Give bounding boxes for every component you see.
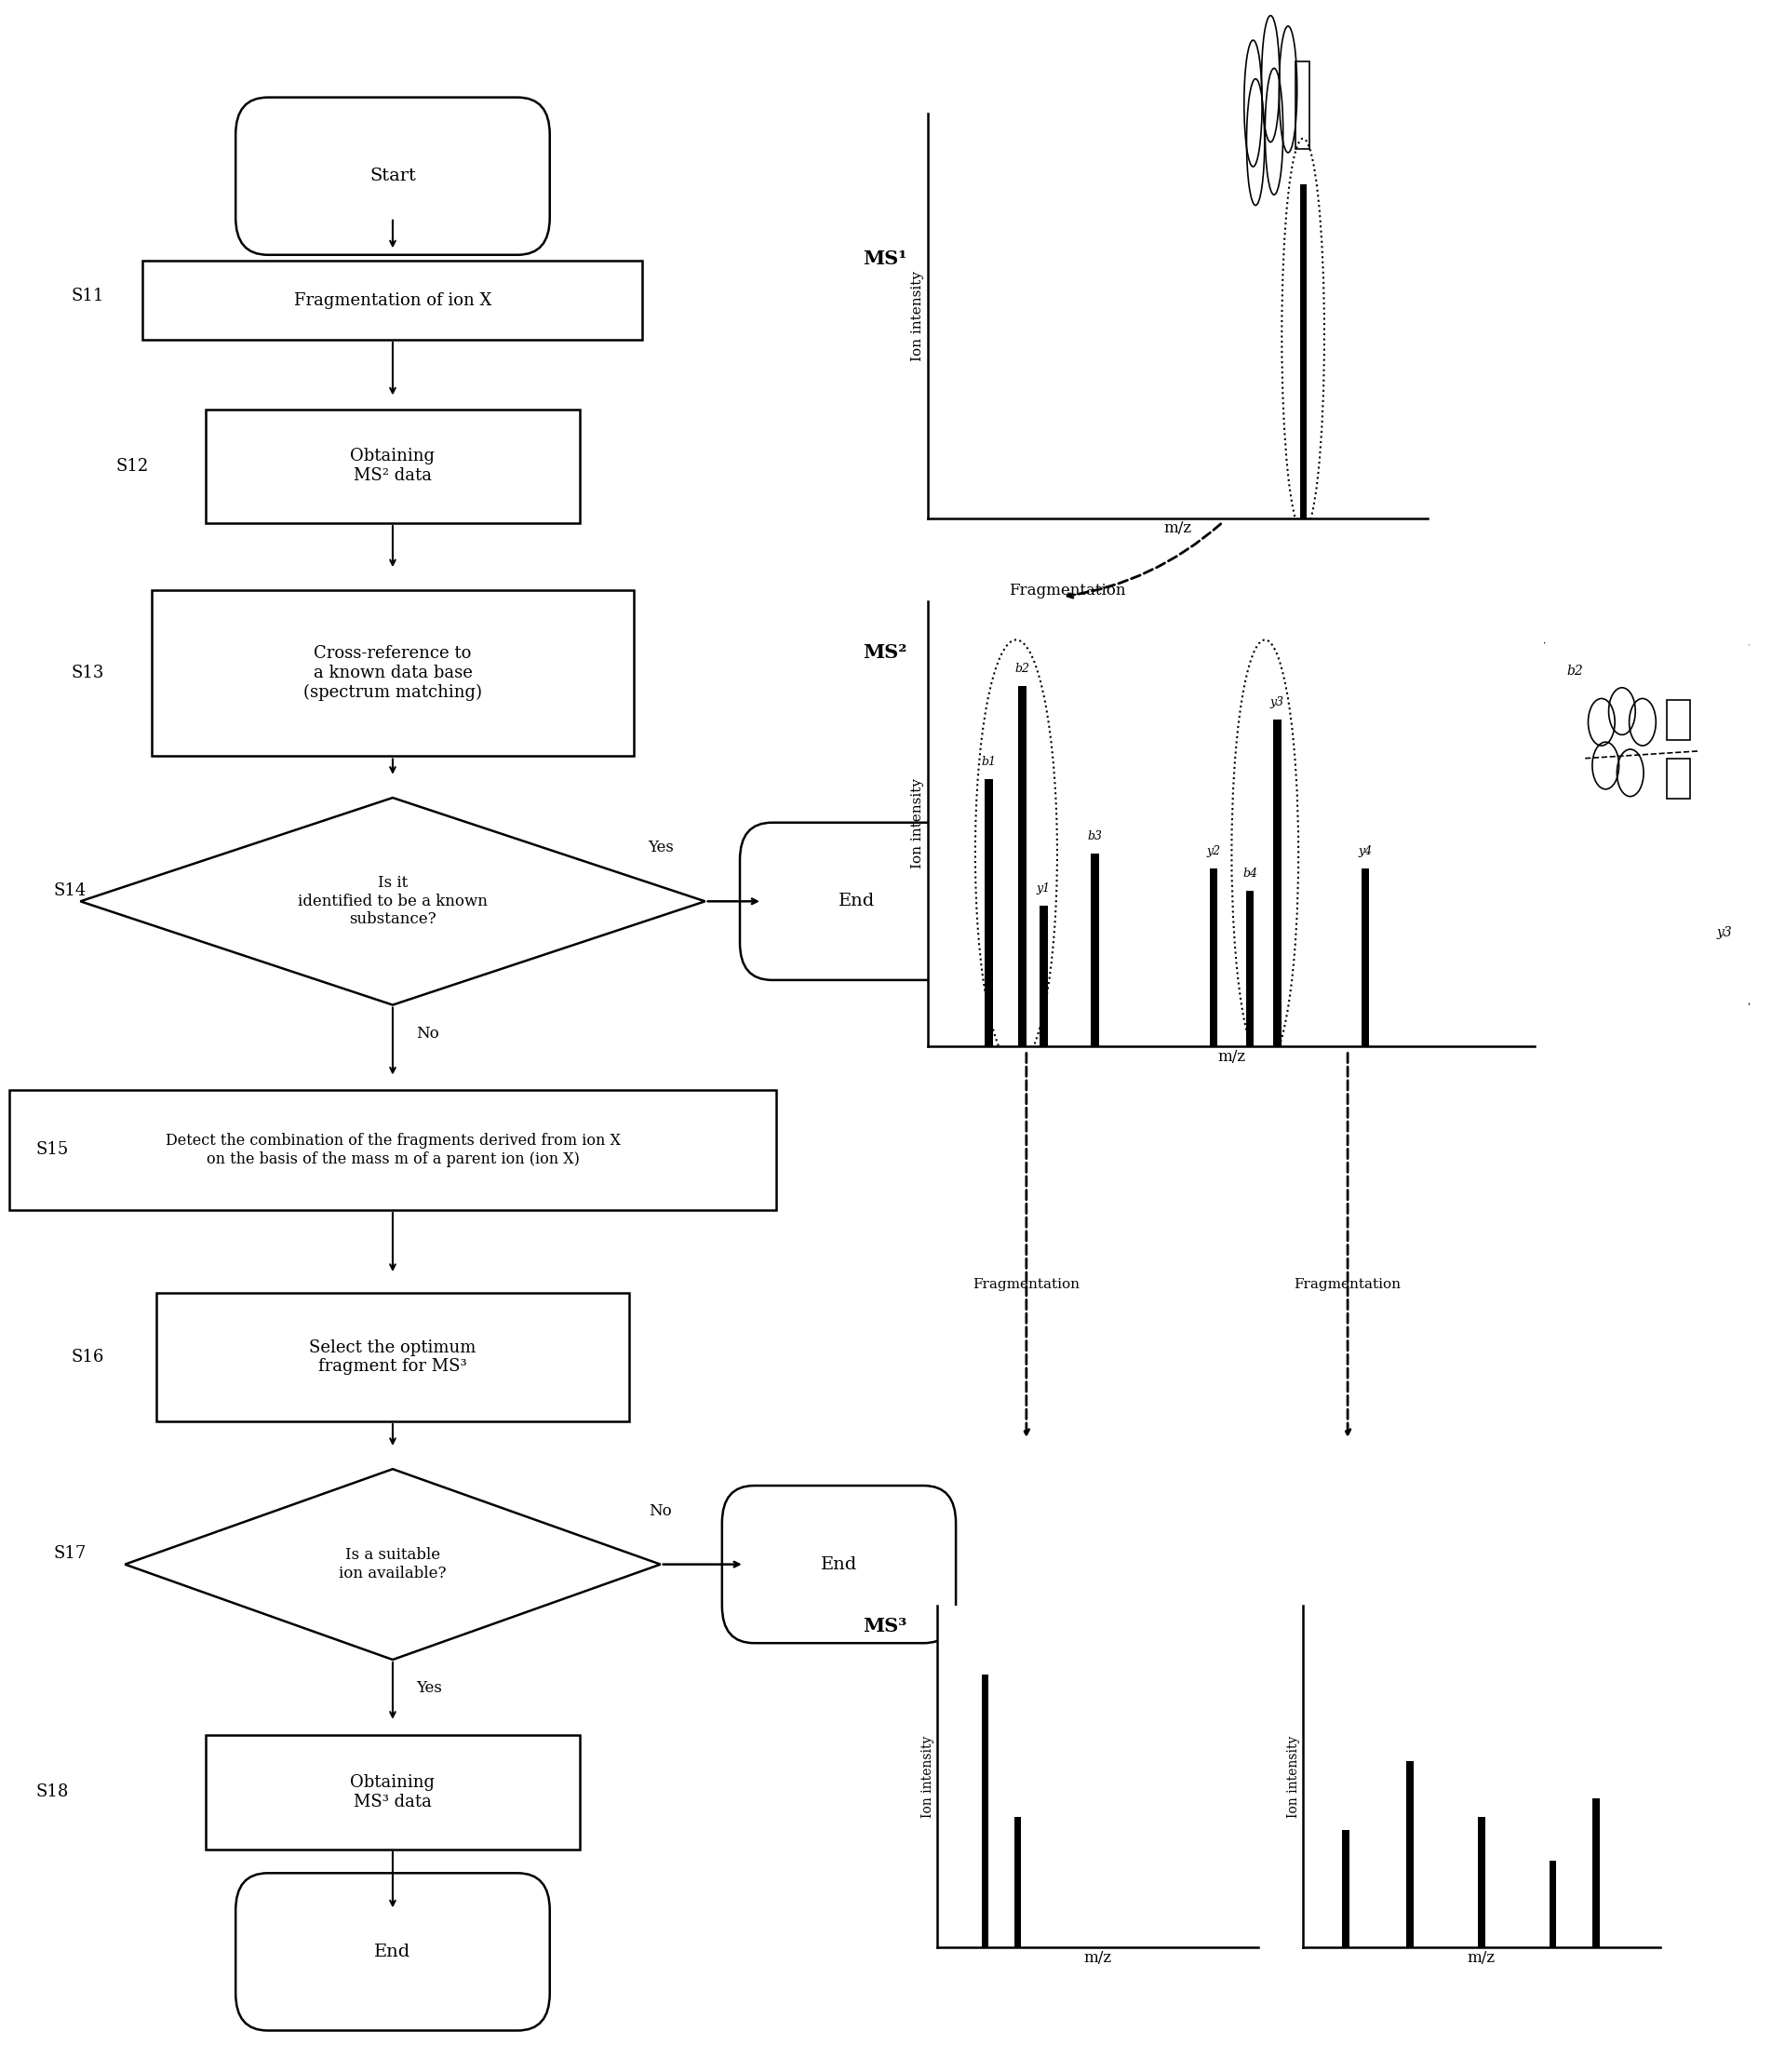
- Text: b4: b4: [1242, 868, 1257, 879]
- Y-axis label: Ion intensity: Ion intensity: [921, 1736, 935, 1817]
- X-axis label: m/z: m/z: [1083, 1950, 1112, 1966]
- Text: S16: S16: [71, 1349, 104, 1365]
- Bar: [1407, 1761, 1414, 1948]
- Text: MS²: MS²: [862, 644, 907, 661]
- Bar: [1091, 854, 1100, 1046]
- Text: b2: b2: [1567, 665, 1583, 678]
- Bar: [9, 1090, 776, 1210]
- Polygon shape: [125, 1469, 660, 1660]
- Text: No: No: [650, 1502, 671, 1519]
- Text: Detect the combination of the fragments derived from ion X
on the basis of the m: Detect the combination of the fragments …: [166, 1133, 619, 1167]
- Text: MS¹: MS¹: [862, 251, 907, 267]
- Text: End: End: [821, 1556, 857, 1573]
- Bar: [1017, 686, 1026, 1046]
- Polygon shape: [80, 798, 705, 1005]
- X-axis label: m/z: m/z: [1217, 1048, 1246, 1065]
- Text: Start: Start: [369, 168, 416, 184]
- Text: Is it
identified to be a known
substance?: Is it identified to be a known substance…: [298, 874, 487, 928]
- Text: Yes: Yes: [648, 839, 673, 856]
- Text: End: End: [375, 1944, 411, 1960]
- FancyBboxPatch shape: [236, 97, 550, 255]
- Text: S18: S18: [36, 1784, 68, 1801]
- FancyBboxPatch shape: [1542, 638, 1751, 1009]
- Bar: [205, 408, 580, 522]
- Bar: [1549, 1861, 1557, 1948]
- Bar: [1246, 891, 1253, 1046]
- Bar: [1667, 758, 1690, 798]
- Text: Cross-reference to
a known data base
(spectrum matching): Cross-reference to a known data base (sp…: [303, 646, 482, 700]
- Bar: [143, 261, 643, 340]
- FancyBboxPatch shape: [236, 1873, 550, 2031]
- Bar: [985, 779, 992, 1046]
- Text: S11: S11: [71, 288, 104, 305]
- Bar: [157, 1293, 630, 1421]
- Text: y3: y3: [1717, 926, 1733, 939]
- Bar: [1478, 1817, 1485, 1948]
- Text: b2: b2: [1016, 663, 1030, 675]
- Bar: [1296, 62, 1310, 149]
- Bar: [1362, 868, 1369, 1046]
- Bar: [1210, 868, 1217, 1046]
- Text: MS³: MS³: [862, 1618, 907, 1635]
- Y-axis label: Ion intensity: Ion intensity: [1287, 1736, 1301, 1817]
- Text: Is a suitable
ion available?: Is a suitable ion available?: [339, 1548, 446, 1581]
- Bar: [1014, 1817, 1021, 1948]
- FancyBboxPatch shape: [739, 823, 975, 980]
- Bar: [1342, 1830, 1349, 1948]
- Y-axis label: Ion intensity: Ion intensity: [912, 271, 925, 361]
- X-axis label: m/z: m/z: [1467, 1950, 1496, 1966]
- Text: S12: S12: [116, 458, 148, 474]
- Text: Fragmentation of ion X: Fragmentation of ion X: [295, 292, 491, 309]
- Bar: [1667, 700, 1690, 740]
- Text: y4: y4: [1358, 845, 1373, 858]
- Bar: [1273, 719, 1282, 1046]
- Text: Select the optimum
fragment for MS³: Select the optimum fragment for MS³: [309, 1339, 477, 1376]
- Bar: [1592, 1798, 1599, 1948]
- Text: S15: S15: [36, 1142, 68, 1158]
- Bar: [205, 1736, 580, 1848]
- Text: Fragmentation: Fragmentation: [1009, 582, 1125, 599]
- X-axis label: m/z: m/z: [1164, 520, 1192, 537]
- Text: y3: y3: [1271, 696, 1283, 709]
- Text: Fragmentation: Fragmentation: [1294, 1278, 1401, 1291]
- Bar: [982, 1674, 989, 1948]
- Text: b3: b3: [1087, 831, 1103, 841]
- FancyBboxPatch shape: [721, 1486, 957, 1643]
- Text: End: End: [839, 893, 875, 910]
- Text: Obtaining
MS³ data: Obtaining MS³ data: [350, 1774, 436, 1811]
- Text: y1: y1: [1037, 883, 1051, 895]
- Text: Obtaining
MS² data: Obtaining MS² data: [350, 448, 436, 485]
- Text: S17: S17: [54, 1546, 86, 1562]
- Text: S13: S13: [71, 665, 104, 682]
- Text: No: No: [416, 1026, 439, 1042]
- Bar: [1299, 184, 1307, 518]
- Text: y2: y2: [1207, 845, 1221, 858]
- Text: b1: b1: [982, 756, 996, 769]
- Bar: [1039, 905, 1048, 1046]
- Bar: [152, 591, 634, 756]
- Text: Fragmentation: Fragmentation: [973, 1278, 1080, 1291]
- Text: S14: S14: [54, 883, 86, 899]
- Text: Yes: Yes: [416, 1680, 443, 1697]
- Y-axis label: Ion intensity: Ion intensity: [912, 779, 925, 868]
